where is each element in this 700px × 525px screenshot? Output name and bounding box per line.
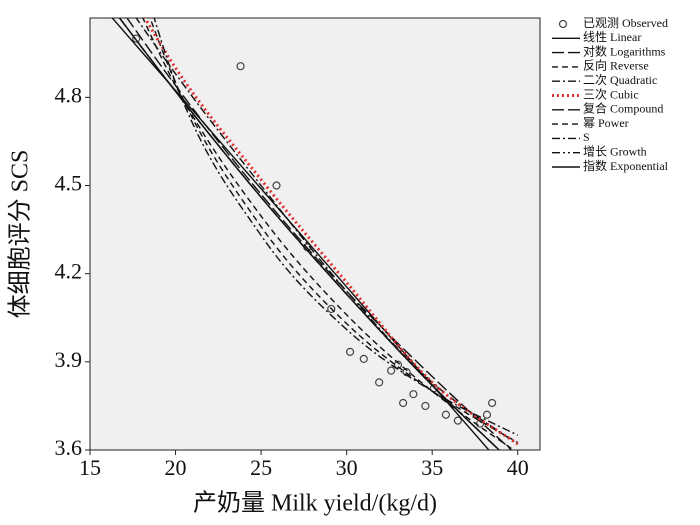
legend-label: 指数 Exponential: [583, 158, 669, 173]
point: [482, 410, 492, 419]
point: [487, 398, 497, 408]
y-tick-label: 4.2: [55, 259, 83, 284]
fit-line: [143, 18, 519, 446]
point: [421, 401, 430, 411]
point: [272, 181, 281, 190]
y-tick-label: 3.6: [55, 435, 83, 460]
x-tick-label: 40: [507, 455, 529, 480]
y-tick-label: 4.5: [55, 171, 83, 196]
point: [359, 354, 368, 363]
point: [393, 360, 403, 369]
fit-line: [135, 18, 519, 445]
x-tick-label: 20: [165, 455, 187, 480]
legend-label: S: [583, 130, 590, 144]
x-tick-label: 35: [421, 455, 443, 480]
legend-label: 复合 Compound: [583, 101, 663, 116]
x-tick-label: 15: [79, 455, 101, 480]
point: [409, 390, 418, 399]
fit-line: [118, 18, 501, 450]
point: [387, 366, 396, 375]
legend-label: 对数 Logarithms: [583, 43, 666, 58]
point: [375, 378, 384, 387]
point: [399, 398, 408, 408]
legend-label: 增长 Growth: [583, 144, 647, 158]
point: [345, 347, 355, 356]
legend-symbol: [558, 19, 568, 29]
x-tick-label: 30: [336, 455, 358, 480]
point: [327, 304, 336, 314]
y-tick-label: 4.8: [55, 82, 83, 107]
legend-label: 幂 Power: [583, 116, 629, 130]
point: [132, 34, 141, 43]
fit-line: [153, 18, 519, 436]
plot-area: [89, 17, 541, 451]
point: [453, 416, 462, 425]
legend-label: 二次 Quadratic: [583, 73, 657, 87]
legend-label: 已观测 Observed: [583, 16, 668, 30]
y-axis-label: 体细胞评分 SCS: [7, 150, 34, 319]
legend-label: 反向 Reverse: [583, 58, 649, 73]
legend-label: 线性 Linear: [583, 30, 641, 44]
plot-layer: [111, 18, 519, 450]
point: [441, 410, 450, 419]
legend-label: 三次 Cubic: [583, 87, 639, 101]
x-tick-label: 25: [250, 455, 272, 480]
fit-line: [126, 18, 513, 450]
y-tick-label: 3.9: [55, 347, 83, 372]
x-axis-label: 产奶量 Milk yield/(kg/d): [193, 490, 437, 517]
point: [236, 62, 245, 71]
